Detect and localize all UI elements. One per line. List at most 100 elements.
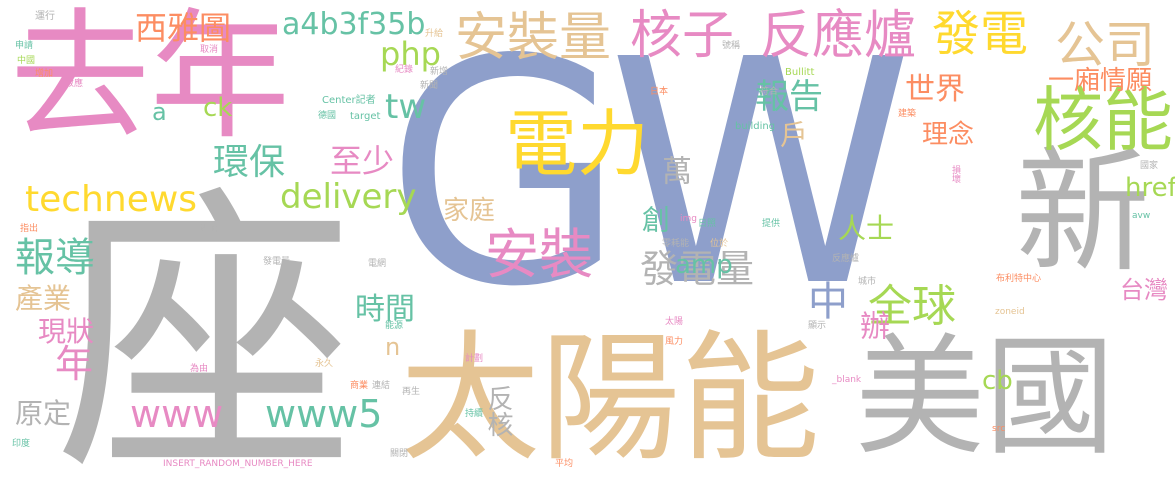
word-fuhe: 符合 — [760, 87, 779, 97]
word-cb: cb — [982, 366, 1013, 396]
word-lianjie: 連結 — [372, 381, 391, 391]
word-hu: 戶 — [776, 120, 809, 148]
word-dianli: 電力 — [505, 102, 650, 186]
word-chanye: 產業 — [15, 282, 72, 315]
word-bulitezhongxin: 布利特中心 — [996, 274, 1042, 284]
word-rizhao: 日照 — [698, 219, 717, 229]
word-href: href — [1125, 173, 1175, 203]
word-fanhe: 反核 — [483, 385, 513, 437]
word-weiyu: 位於 — [710, 239, 729, 249]
word-technews: technews — [25, 179, 198, 220]
word-insert-random-number: INSERT_RANDOM_NUMBER_HERE — [163, 459, 313, 469]
word-guojia: 國家 — [1140, 161, 1159, 171]
word-xiaoying: 效應 — [65, 79, 84, 89]
word-linian: 理念 — [922, 120, 975, 150]
word-haocheng: 號稱 — [722, 41, 741, 51]
word-fadianliang: 發電量 — [640, 247, 755, 291]
word-deguo: 德國 — [318, 111, 337, 121]
word-amp: amp — [675, 250, 733, 280]
word-weiyou: 為由 — [190, 364, 209, 374]
word-center-jizhe: Center記者 — [322, 95, 376, 106]
word-nian: 年 — [55, 342, 94, 386]
word-delivery: delivery — [280, 177, 417, 217]
word-taiyang: 太陽 — [665, 317, 684, 327]
word-zaisheng: 再生 — [402, 387, 421, 397]
word-fanyinglu-small: 反應爐 — [832, 254, 860, 264]
word-shenggei: 升給 — [425, 29, 444, 39]
word-sunhuai: 損壞 — [950, 165, 960, 183]
word-xianzhuang: 現狀 — [38, 315, 95, 348]
word-zoneid: zoneid — [995, 307, 1025, 317]
word-baogao: 報告 — [755, 77, 823, 117]
word-yuanding: 原定 — [15, 397, 72, 430]
word-fadian: 發電 — [932, 6, 1029, 62]
word-shangye: 商業 — [350, 381, 369, 391]
word-jianzhu: 建築 — [898, 109, 917, 119]
word-shijie: 世界 — [905, 72, 965, 107]
word-pingjun: 平均 — [555, 459, 574, 469]
word-ban: 辦 — [854, 310, 889, 340]
word-tigong: 提供 — [762, 219, 781, 229]
word-zhongguo: 中國 — [17, 56, 36, 66]
word-yixiangqingyuan: 一廂情願 — [1048, 66, 1153, 96]
word-dianwang: 電網 — [368, 259, 387, 269]
word-yongjiu: 永久 — [315, 359, 334, 369]
word-gongsi: 公司 — [1055, 16, 1155, 74]
word-renshi: 人士 — [838, 212, 895, 245]
word-taiwan: 台灣 — [1120, 276, 1168, 304]
word-php: php — [380, 35, 441, 73]
word-www5: www5 — [265, 392, 383, 436]
word-quanqiu: 全球 — [868, 281, 956, 332]
word-chengshi: 城市 — [858, 277, 877, 287]
word-xinzeng: 新增 — [430, 67, 449, 77]
word-xin: 新 — [1015, 134, 1150, 291]
word-fadianliang-small: 發電量 — [263, 257, 291, 267]
word-n: n — [385, 333, 401, 361]
word-quxiao: 取消 — [200, 45, 219, 55]
word-shenqing: 申請 — [15, 41, 34, 51]
word-shijian: 時間 — [355, 292, 415, 327]
word-xinwen: 新聞 — [420, 81, 439, 91]
word-meiguo: 美國 — [855, 321, 1116, 473]
word-anzhuangliang: 安裝量 — [455, 8, 612, 68]
word-zhichu: 指出 — [20, 224, 39, 234]
word-riben: 日本 — [650, 87, 669, 97]
word-a: a — [152, 98, 167, 126]
word-anzhuang: 安裝 — [485, 223, 593, 286]
word-chixu: 持續 — [465, 409, 484, 419]
word-src: src — [992, 424, 1006, 434]
word-zhong: 中 — [808, 279, 848, 325]
word-www: www — [130, 392, 224, 436]
word-chuang: 創 — [638, 205, 671, 233]
word-blank: _blank — [832, 375, 862, 385]
word-zhishao: 至少 — [330, 142, 395, 180]
word-fanyinglu: 反應爐 — [760, 6, 917, 66]
word-jilu: 紀錄 — [395, 65, 414, 75]
word-jihua: 計劃 — [465, 354, 484, 364]
word-avw: avw — [1132, 211, 1151, 221]
word-target: target — [350, 111, 381, 122]
word-bullitt: Bullitt — [785, 67, 815, 78]
word-yindu: 印度 — [12, 439, 31, 449]
word-zengjia: 增加 — [35, 69, 54, 79]
word-a4b3f35b: a4b3f35b — [282, 7, 426, 42]
word-gw: GW — [385, 0, 914, 355]
word-nengyuan: 能源 — [385, 321, 404, 331]
word-heneng: 核能 — [1033, 79, 1173, 161]
word-baodao: 報導 — [15, 235, 95, 281]
word-xianshi: 顯示 — [808, 321, 827, 331]
word-huanbao: 環保 — [213, 142, 286, 183]
word-yunxing: 運行 — [35, 11, 55, 22]
word-taiyangneng: 太陽能 — [400, 318, 821, 481]
word-hezi: 核子 — [630, 6, 735, 66]
word-img: img — [680, 214, 697, 224]
word-yuedu: 閱讀 — [200, 224, 219, 234]
word-fengli: 風力 — [665, 337, 684, 347]
word-qunian: 去年 — [10, 0, 291, 159]
word-guanbi: 關閉 — [390, 449, 409, 459]
word-linghaoneng: 零耗能 — [662, 239, 690, 249]
word-xiyatu: 西雅圖 — [135, 9, 232, 47]
word-zuo: 座 — [55, 163, 355, 482]
word-wan: 萬 — [656, 155, 691, 185]
